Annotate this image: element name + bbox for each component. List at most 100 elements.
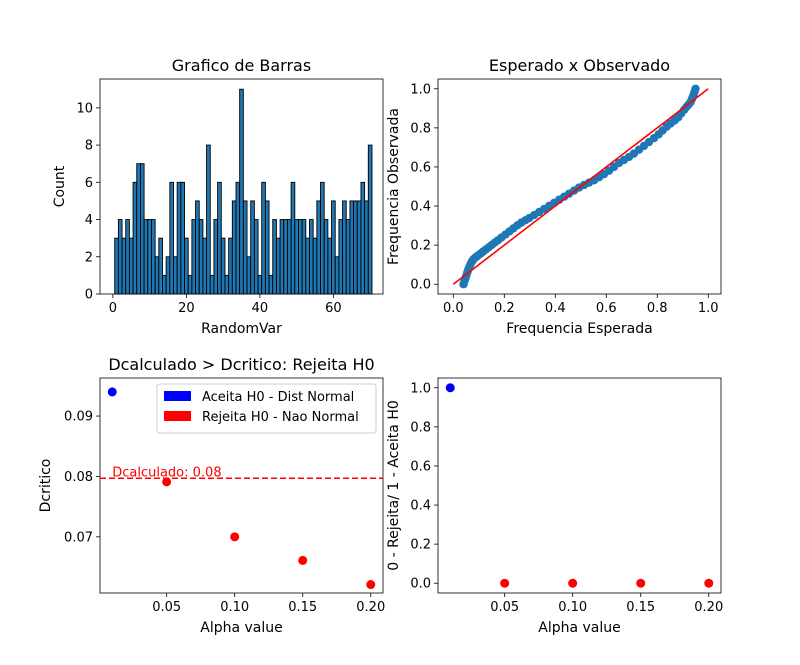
bar xyxy=(264,200,270,295)
bar xyxy=(151,219,156,295)
bar xyxy=(195,200,200,295)
x-axis-label: RandomVar xyxy=(201,321,282,337)
bar xyxy=(356,200,362,295)
bar xyxy=(121,237,127,295)
y-axis-label: Dcritico xyxy=(38,459,54,513)
decision-point xyxy=(500,578,510,588)
dcrit-point xyxy=(162,477,172,487)
dcrit-point xyxy=(298,555,308,565)
bar xyxy=(327,237,332,295)
bar xyxy=(253,219,259,295)
x-tick-label: 20 xyxy=(178,301,195,316)
bar xyxy=(139,163,145,295)
bar xyxy=(316,200,321,295)
x-tick-label: 0.10 xyxy=(220,600,249,615)
bar xyxy=(228,237,233,295)
y-tick-label: 0.0 xyxy=(410,278,431,293)
x-tick-label: 0.4 xyxy=(545,301,566,316)
x-tick-label: 0 xyxy=(109,301,117,316)
bar xyxy=(162,274,167,295)
y-tick-label: 1.0 xyxy=(410,381,431,396)
y-tick-label: 0.6 xyxy=(410,160,431,175)
bar xyxy=(128,237,134,295)
x-tick-label: 40 xyxy=(252,301,269,316)
y-axis-label: Frequencia Observada xyxy=(386,108,402,265)
y-tick-label: 0.09 xyxy=(64,410,93,425)
bar xyxy=(323,219,329,295)
x-tick-label: 60 xyxy=(325,301,342,316)
dcrit-point xyxy=(230,532,240,542)
qq-point xyxy=(691,84,700,93)
bar xyxy=(261,181,266,295)
legend-label: Rejeita H0 - Nao Normal xyxy=(202,410,359,425)
y-tick-label: 0.2 xyxy=(410,239,431,254)
bar xyxy=(290,181,296,295)
bar xyxy=(187,274,193,295)
qq-points xyxy=(459,84,700,289)
qq-axes: 0.0 0.2 0.4 0.6 0.8 1.0 0.0 0.2 0.4 0.6 0.8 1.0 Espe… xyxy=(386,56,722,337)
bar xyxy=(279,219,285,295)
bar xyxy=(206,144,211,295)
legend-label: Aceita H0 - Dist Normal xyxy=(202,390,354,405)
y-tick-label: 8 xyxy=(85,139,93,154)
bar xyxy=(342,200,347,295)
y-tick-label: 10 xyxy=(76,101,93,116)
y-tick-label: 0.4 xyxy=(410,200,431,215)
bar xyxy=(250,200,255,295)
bar xyxy=(117,219,123,295)
x-tick-label: 0.20 xyxy=(694,600,723,615)
x-tick-label: 1.0 xyxy=(698,301,719,316)
y-tick-label: 1.0 xyxy=(410,82,431,97)
chart-title: Esperado x Observado xyxy=(489,56,670,75)
bar xyxy=(294,219,299,295)
decision-point xyxy=(445,383,455,393)
bar xyxy=(349,200,355,295)
bar xyxy=(176,181,182,295)
bar xyxy=(132,181,138,295)
bar xyxy=(213,219,219,295)
y-tick-label: 0.8 xyxy=(410,121,431,136)
bar xyxy=(235,181,241,295)
x-axis-label: Frequencia Esperada xyxy=(506,321,652,337)
x-tick-label: 0.15 xyxy=(626,600,655,615)
plot-frame xyxy=(99,377,384,594)
y-tick-label: 6 xyxy=(85,176,93,191)
legend: Aceita H0 - Dist Normal Rejeita H0 - Nao … xyxy=(156,383,377,434)
dcalculado-label: Dcalculado: 0.08 xyxy=(112,465,221,480)
x-tick-label: 0.8 xyxy=(647,301,668,316)
x-tick-label: 0.20 xyxy=(356,600,385,615)
bar xyxy=(136,163,141,295)
bar xyxy=(184,237,189,295)
chart-title: Grafico de Barras xyxy=(172,56,311,75)
dcrit-point xyxy=(107,387,117,397)
bar xyxy=(345,219,351,295)
bar xyxy=(301,219,307,295)
y-tick-label: 0.6 xyxy=(410,459,431,474)
x-tick-label: 0.10 xyxy=(558,600,587,615)
bar xyxy=(173,256,178,295)
hist-bars xyxy=(114,88,373,295)
x-axis-label: Alpha value xyxy=(200,620,283,636)
hist-axes: 0 20 40 60 0 2 4 6 8 10 Grafico de Barras RandomVar… xyxy=(52,56,384,337)
bar xyxy=(180,181,185,295)
bar xyxy=(334,256,340,295)
y-axis-label: Count xyxy=(52,165,68,207)
reference-line xyxy=(452,88,709,285)
y-tick-label: 0.08 xyxy=(64,470,93,485)
bar xyxy=(367,144,373,295)
bar xyxy=(154,256,160,295)
bar xyxy=(209,274,215,295)
bar xyxy=(305,237,310,295)
decision-point xyxy=(568,578,578,588)
y-tick-label: 0.0 xyxy=(410,577,431,592)
bar xyxy=(268,274,274,295)
bar xyxy=(286,219,292,295)
plot-frame xyxy=(437,78,722,295)
bar xyxy=(125,219,130,295)
bar xyxy=(298,219,303,295)
bar xyxy=(224,274,230,295)
y-axis-label: 0 - Rejeita/ 1 - Aceita H0 xyxy=(386,400,402,571)
bar xyxy=(239,88,244,295)
dcrit-point xyxy=(366,580,376,590)
